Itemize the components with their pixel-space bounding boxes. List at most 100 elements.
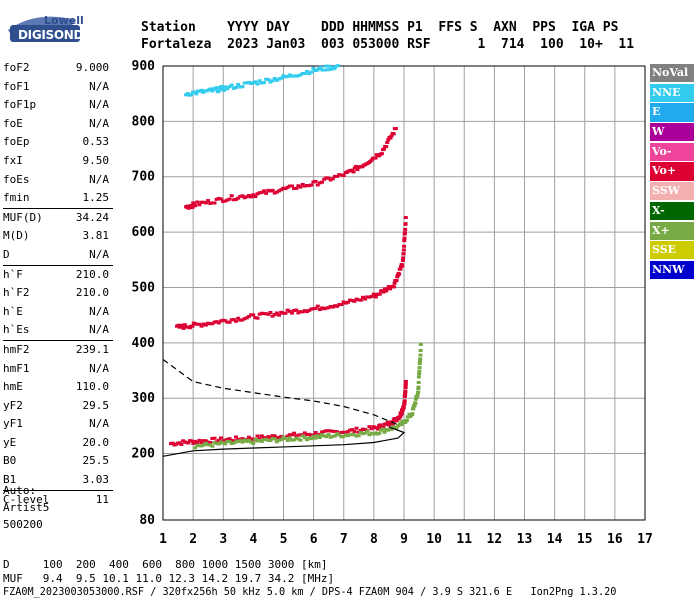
legend-entry: NoVal bbox=[650, 64, 694, 83]
echo-mark bbox=[350, 432, 355, 436]
echo-mark bbox=[179, 443, 184, 447]
echo-mark bbox=[302, 309, 307, 313]
echo-mark bbox=[411, 407, 416, 411]
echo-mark bbox=[287, 436, 292, 440]
echo-mark bbox=[210, 436, 215, 440]
param-value: N/A bbox=[89, 323, 109, 337]
echo-mark bbox=[384, 145, 389, 149]
echo-mark bbox=[261, 312, 266, 316]
echo-mark bbox=[313, 431, 318, 435]
echo-mark bbox=[360, 165, 365, 169]
legend-entry: Vo- bbox=[650, 142, 694, 161]
echo-mark bbox=[203, 441, 208, 445]
echo-mark bbox=[253, 195, 258, 199]
echo-mark bbox=[189, 93, 194, 97]
x-tick-label: 15 bbox=[577, 532, 593, 547]
echo-mark bbox=[170, 441, 175, 445]
y-tick-label: 300 bbox=[132, 391, 156, 406]
legend-entry: NNE bbox=[650, 83, 694, 102]
param-name: fxI bbox=[3, 153, 23, 167]
echo-mark bbox=[216, 321, 221, 325]
echo-mark bbox=[289, 433, 294, 437]
echo-mark bbox=[298, 433, 303, 437]
echo-mark bbox=[221, 439, 226, 443]
echo-mark bbox=[186, 441, 191, 445]
param-value: 0.53 bbox=[82, 135, 110, 149]
echo-mark bbox=[253, 80, 258, 84]
echo-mark bbox=[373, 156, 378, 160]
echo-mark bbox=[220, 85, 225, 89]
echo-mark bbox=[221, 318, 226, 322]
param-value: N/A bbox=[89, 361, 109, 375]
echo-mark bbox=[197, 322, 202, 326]
echo-mark bbox=[206, 443, 211, 447]
param-name: fmin bbox=[3, 191, 30, 205]
echo-mark bbox=[380, 427, 385, 431]
echo-mark bbox=[307, 72, 312, 76]
echo-mark bbox=[270, 314, 275, 318]
legend-entry: W bbox=[650, 123, 694, 142]
echo-mark bbox=[292, 438, 297, 442]
echo-mark bbox=[259, 439, 264, 443]
echo-mark bbox=[238, 439, 243, 443]
echo-mark bbox=[177, 441, 182, 445]
echo-mark bbox=[402, 231, 407, 235]
param-row: C-level 11 bbox=[3, 491, 113, 510]
echo-mark bbox=[242, 317, 247, 321]
echo-mark bbox=[415, 393, 420, 397]
echo-mark bbox=[391, 285, 396, 289]
param-row: h`F2 210.0 bbox=[3, 284, 113, 303]
echo-mark bbox=[396, 424, 401, 428]
logo-product-text: DIGISONDE bbox=[18, 28, 92, 42]
param-value: N/A bbox=[89, 116, 109, 130]
echo-mark bbox=[403, 382, 408, 386]
x-tick-label: 13 bbox=[517, 532, 533, 547]
echo-mark bbox=[363, 428, 368, 432]
echo-mark bbox=[298, 438, 303, 442]
echo-mark bbox=[223, 442, 228, 446]
y-tick-label: 80 bbox=[139, 513, 155, 528]
digisonde-logo: Lowell DIGISONDE bbox=[6, 6, 136, 50]
echo-mark bbox=[393, 127, 398, 131]
echo-mark bbox=[305, 183, 310, 187]
echo-mark bbox=[371, 425, 376, 429]
legend-entry: SSW bbox=[650, 182, 694, 201]
echo-mark bbox=[270, 434, 275, 438]
echo-mark bbox=[283, 187, 288, 191]
footer-distance-row: D 100 200 400 600 800 1000 1500 3000 [km… bbox=[3, 558, 328, 571]
param-value: 210.0 bbox=[75, 267, 109, 281]
echo-mark bbox=[225, 87, 230, 91]
echo-mark bbox=[322, 177, 327, 181]
echo-mark bbox=[231, 441, 236, 445]
echo-mark bbox=[193, 204, 198, 208]
echo-mark bbox=[206, 321, 211, 325]
echo-mark bbox=[268, 80, 273, 84]
param-value: 3.03 bbox=[82, 473, 110, 487]
echo-mark bbox=[231, 198, 236, 202]
echo-mark bbox=[352, 166, 357, 170]
echo-mark bbox=[214, 320, 219, 324]
echo-mark bbox=[285, 308, 290, 312]
echo-mark bbox=[335, 432, 340, 436]
echo-mark bbox=[315, 183, 320, 187]
echo-mark bbox=[246, 194, 251, 198]
ionogram-parameters: foF2 9.000 foF1 N/A foF1p N/A foE N/A foEp 0.53 fx… bbox=[3, 59, 113, 509]
echo-mark bbox=[193, 446, 198, 450]
echo-mark bbox=[249, 440, 254, 444]
echo-mark bbox=[289, 74, 294, 78]
echo-mark bbox=[214, 86, 219, 90]
echo-mark bbox=[354, 164, 359, 168]
echo-mark bbox=[292, 431, 297, 435]
echo-mark bbox=[292, 187, 297, 191]
echo-mark bbox=[381, 290, 386, 294]
echo-mark bbox=[332, 174, 337, 178]
footer-file-info: FZA0M_2023003053000.RSF / 320fx256h 50 k… bbox=[3, 587, 617, 598]
echo-mark bbox=[343, 301, 348, 305]
echo-mark bbox=[398, 421, 403, 425]
echo-mark bbox=[270, 79, 275, 83]
echo-mark bbox=[191, 441, 196, 445]
echo-mark bbox=[389, 427, 394, 431]
echo-mark bbox=[281, 435, 286, 439]
echo-mark bbox=[317, 435, 322, 439]
param-value: 3.81 bbox=[82, 229, 110, 243]
